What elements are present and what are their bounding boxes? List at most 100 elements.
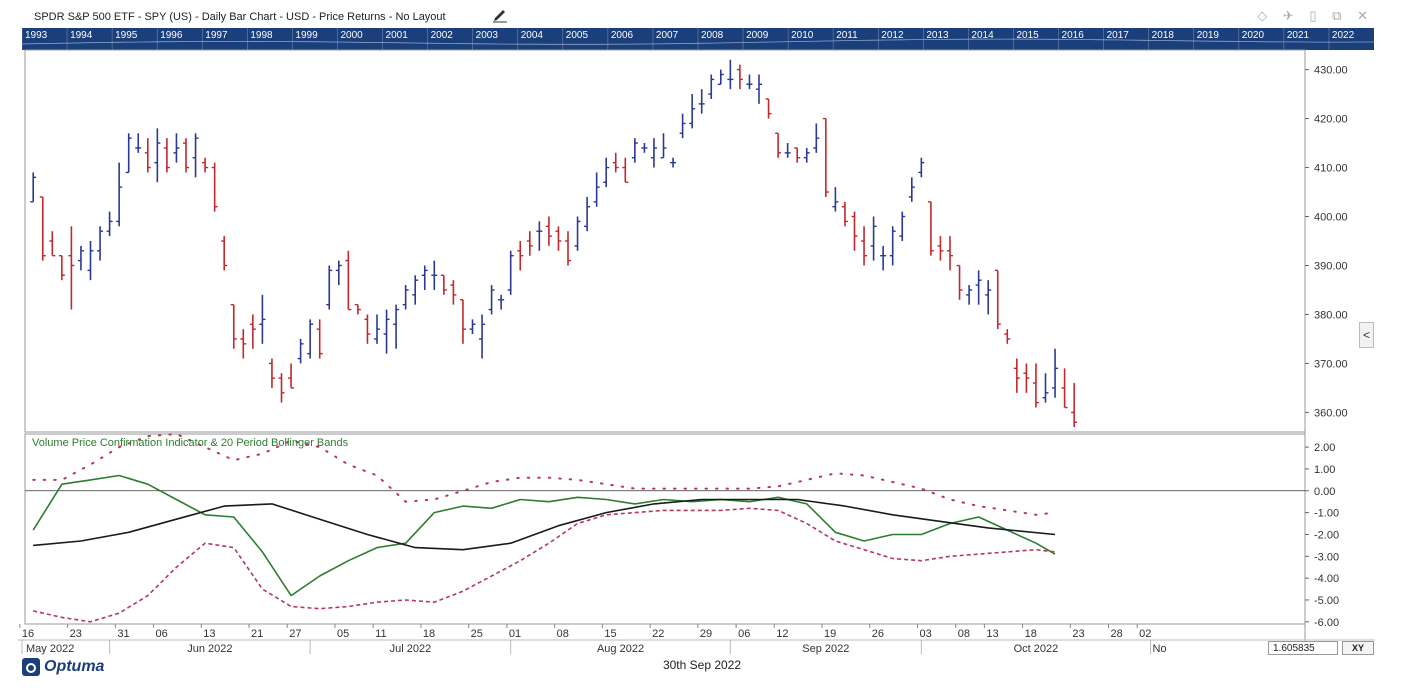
current-date-label: 30th Sep 2022 [662,658,742,672]
navigator-year-label[interactable]: 2012 [881,30,904,41]
optuma-logo-text: Optuma [44,658,105,675]
date-tick-label: 23 [1072,628,1084,640]
navigator-year-label[interactable]: 2022 [1332,30,1355,41]
navigator-year-label[interactable]: 1996 [160,30,183,41]
scale-readout[interactable]: 1.605835 [1268,641,1338,655]
ohlc-bar [221,236,228,271]
ohlc-bar [765,98,772,119]
ohlc-bar [374,314,380,344]
navigator-year-label[interactable]: 2001 [386,30,409,41]
month-label: Aug 2022 [597,643,644,655]
navigator-year-label[interactable]: 2009 [746,30,769,41]
indicator-tick-label: -1.00 [1314,508,1339,520]
navigator-year-label[interactable]: 2005 [566,30,589,41]
navigator-year-label[interactable]: 2019 [1197,30,1220,41]
ohlc-bar [861,226,868,266]
ohlc-bar [698,89,705,114]
navigator-year-label[interactable]: 2014 [971,30,994,41]
ohlc-bar [727,59,734,90]
ohlc-bar [87,241,94,281]
ohlc-bar [689,94,696,129]
price-tick-label: 380.00 [1314,309,1348,321]
indicator-panel-border [24,433,1306,625]
navigator-year-label[interactable]: 1995 [115,30,138,41]
navigator-trace [22,38,1374,45]
date-tick-label: 08 [958,628,970,640]
indicator-axis: 2.00 1.00 0.00 -1.00 -2.00 -3.00 -4.00 -5.00 -6.… [1305,442,1339,629]
ohlc-bar [316,319,323,359]
indicator-series [25,433,1305,623]
navigator-year-label[interactable]: 2013 [926,30,949,41]
optuma-logo-icon [22,658,40,676]
navigator-year-label[interactable]: 1998 [250,30,273,41]
month-label: Sep 2022 [802,643,849,655]
ohlc-bar [555,226,562,251]
ohlc-bar [488,285,495,315]
bracket-icon[interactable]: ▯ [1309,8,1323,23]
collapse-panel-button[interactable]: < [1359,322,1374,348]
ohlc-bar [77,245,84,271]
pin-icon[interactable]: ✈ [1282,8,1300,23]
navigator-year-label[interactable]: 1993 [25,30,48,41]
ohlc-bar [278,373,285,403]
navigator-year-label[interactable]: 2007 [656,30,679,41]
navigator-years: 1993 1994 1995 1996 1997 1998 1999 2000 2001 2002… [22,28,1374,50]
date-tick-label: 06 [156,628,168,640]
navigator-year-label[interactable]: 2002 [431,30,454,41]
ohlc-bar [106,211,113,237]
ohlc-bar [650,138,657,168]
navigator-year-label[interactable]: 2011 [836,30,858,41]
navigator-year-label[interactable]: 2004 [521,30,544,41]
navigator-year-label[interactable]: 2018 [1152,30,1175,41]
month-label: Jun 2022 [187,643,232,655]
ohlc-bar [39,196,46,261]
date-tick-label: 12 [776,628,788,640]
ohlc-bar [97,226,104,261]
history-navigator[interactable]: 1993 1994 1995 1996 1997 1998 1999 2000 2001 2002… [22,28,1374,50]
ohlc-bar [736,64,743,90]
navigator-year-label[interactable]: 2017 [1107,30,1130,41]
ohlc-bar [593,172,600,207]
navigator-year-label[interactable]: 2003 [476,30,499,41]
navigator-year-label[interactable]: 1999 [295,30,318,41]
date-tick-label: 13 [203,628,215,640]
navigator-year-label[interactable]: 2021 [1287,30,1310,41]
ohlc-bar [784,143,791,158]
date-tick-label: 18 [1025,628,1037,640]
navigator-year-label[interactable]: 2000 [340,30,363,41]
ohlc-bar [803,147,810,163]
xy-lock-button[interactable]: XY [1342,641,1374,655]
ohlc-bar [58,254,65,281]
navigator-year-label[interactable]: 2016 [1062,30,1085,41]
navigator-year-label[interactable]: 2015 [1016,30,1039,41]
date-tick-label: 06 [738,628,750,640]
ohlc-bar [335,260,342,286]
navigator-year-label[interactable]: 2008 [701,30,724,41]
restore-icon[interactable]: ⧉ [1332,8,1348,23]
ohlc-bar [1071,383,1078,428]
navigator-year-label[interactable]: 1994 [70,30,93,41]
date-tick-label: 15 [604,628,616,640]
pencil-edit-icon[interactable] [492,9,508,23]
navigator-year-label[interactable]: 2006 [611,30,634,41]
date-tick-label: 21 [251,628,263,640]
ohlc-bar [813,123,820,153]
diamond-icon[interactable]: ◇ [1257,8,1274,23]
indicator-tick-label: -2.00 [1314,529,1339,541]
month-label: No [1153,643,1167,655]
navigator-year-label[interactable]: 1997 [205,30,228,41]
ohlc-bar [412,275,419,305]
ohlc-bar [937,236,944,261]
ohlc-bar [202,157,209,173]
navigator-year-label[interactable]: 2020 [1242,30,1265,41]
navigator-year-label[interactable]: 2010 [791,30,814,41]
ohlc-bar [1042,373,1049,403]
ohlc-bar [183,138,189,173]
close-icon[interactable]: ✕ [1357,8,1374,23]
ohlc-bar [1004,329,1011,344]
ohlc-bar [918,157,925,178]
ohlc-bar [631,138,638,163]
ohlc-bar [354,303,361,315]
indicator-tick-label: 2.00 [1314,442,1335,454]
